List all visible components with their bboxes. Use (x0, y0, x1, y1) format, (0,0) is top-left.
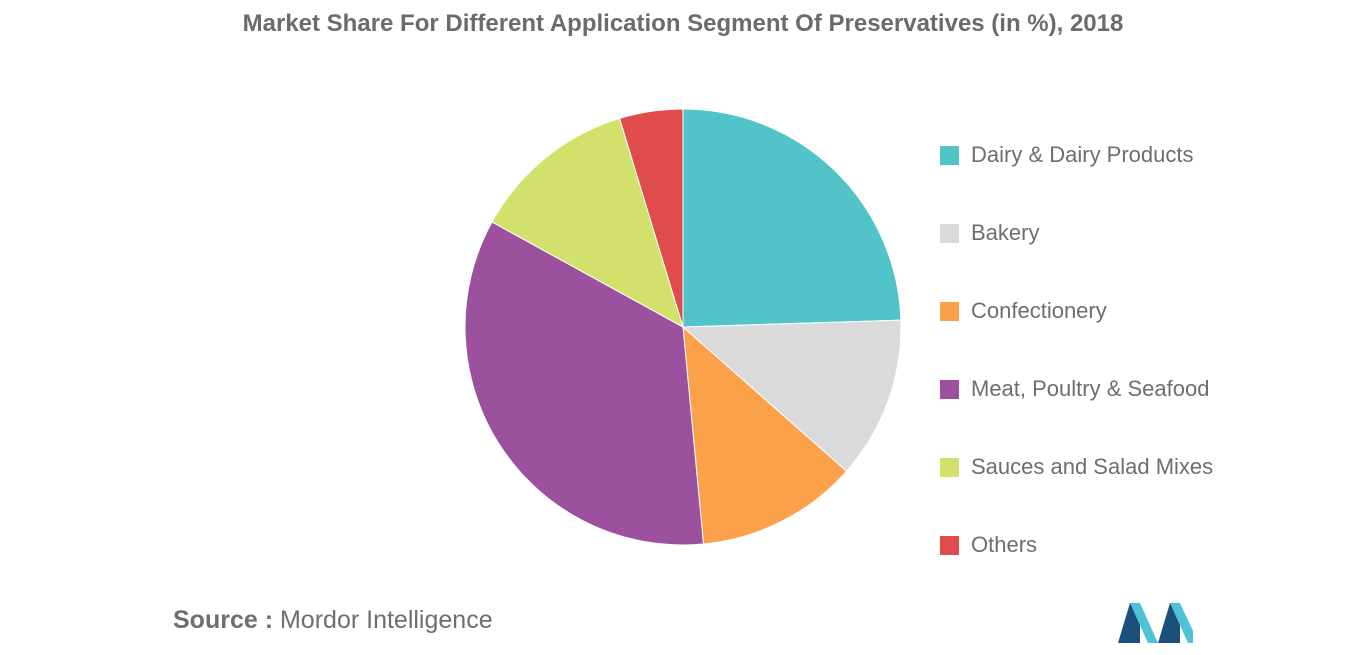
legend-item-sauces-and-salad-mixes: Sauces and Salad Mixes (940, 428, 1213, 506)
source-label: Source : (173, 606, 274, 634)
logo-shape-right-accent (1170, 603, 1193, 643)
chart-legend: Dairy & Dairy Products Bakery Confectioner… (940, 116, 1213, 584)
legend-swatch (940, 223, 959, 243)
legend-swatch (940, 535, 959, 555)
legend-label: Others (971, 532, 1038, 557)
mordor-intelligence-logo (1118, 603, 1193, 643)
source-note: Source : Mordor Intelligence (173, 606, 493, 635)
legend-item-confectionery: Confectionery (940, 272, 1213, 350)
legend-label: Sauces and Salad Mixes (971, 454, 1214, 479)
legend-label: Dairy & Dairy Products (971, 142, 1194, 167)
pie-slices (464, 108, 902, 546)
legend-label: Confectionery (971, 298, 1107, 323)
pie-slice-dairy-dairy-products (682, 108, 902, 328)
pie-slice-others (618, 108, 684, 328)
legend-item-dairy-dairy-products: Dairy & Dairy Products (940, 116, 1213, 194)
legend-label: Meat, Poultry & Seafood (971, 376, 1210, 401)
legend-swatch (940, 301, 959, 321)
legend-swatch (940, 379, 959, 399)
legend-swatch (940, 145, 959, 165)
legend-item-others: Others (940, 506, 1213, 584)
pie-slice-meat-poultry-seafood (464, 221, 705, 546)
pie-slice-bakery (681, 319, 902, 472)
legend-swatch (940, 457, 959, 477)
logo-shape-left-accent (1130, 603, 1158, 643)
chart-title: Market Share For Different Application S… (242, 10, 1124, 37)
pie-slice-confectionery (682, 325, 848, 545)
source-text: Mordor Intelligence (279, 606, 493, 634)
legend-item-meat-poultry-seafood: Meat, Poultry & Seafood (940, 350, 1213, 428)
legend-label: Bakery (971, 220, 1040, 245)
legend-item-bakery: Bakery (940, 194, 1213, 272)
